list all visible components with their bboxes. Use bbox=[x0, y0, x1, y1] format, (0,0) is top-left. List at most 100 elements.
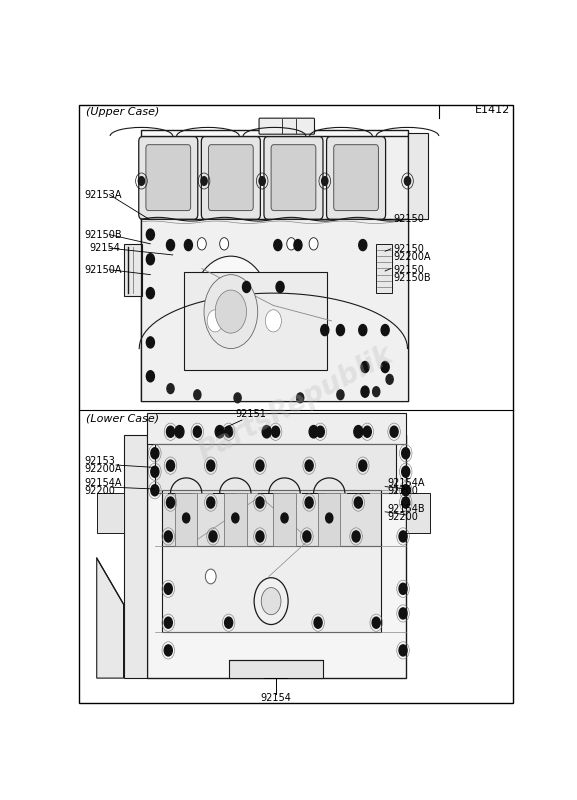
Bar bbox=[273, 494, 295, 546]
FancyBboxPatch shape bbox=[141, 136, 407, 219]
Circle shape bbox=[321, 177, 328, 186]
FancyBboxPatch shape bbox=[208, 145, 253, 210]
Circle shape bbox=[224, 617, 233, 628]
Circle shape bbox=[193, 426, 201, 438]
Circle shape bbox=[309, 238, 318, 250]
Circle shape bbox=[167, 239, 174, 250]
Circle shape bbox=[314, 617, 322, 628]
Text: 92150B: 92150B bbox=[85, 230, 122, 240]
Circle shape bbox=[354, 426, 363, 438]
Circle shape bbox=[207, 460, 215, 471]
FancyBboxPatch shape bbox=[147, 435, 406, 678]
Circle shape bbox=[262, 426, 271, 438]
Circle shape bbox=[361, 362, 369, 373]
Bar bbox=[97, 494, 123, 534]
Circle shape bbox=[164, 645, 173, 656]
Circle shape bbox=[305, 460, 313, 471]
Text: 92153A: 92153A bbox=[85, 190, 122, 199]
Circle shape bbox=[305, 497, 313, 508]
Circle shape bbox=[167, 426, 174, 438]
Circle shape bbox=[359, 239, 367, 250]
Circle shape bbox=[399, 645, 407, 656]
Circle shape bbox=[276, 282, 284, 293]
Circle shape bbox=[399, 583, 407, 594]
Circle shape bbox=[373, 386, 380, 397]
FancyBboxPatch shape bbox=[138, 137, 198, 219]
Circle shape bbox=[381, 325, 389, 336]
Circle shape bbox=[325, 513, 333, 523]
Circle shape bbox=[151, 466, 159, 478]
Circle shape bbox=[147, 229, 155, 240]
Text: 92154: 92154 bbox=[89, 243, 120, 253]
Circle shape bbox=[316, 426, 324, 438]
Text: 92150B: 92150B bbox=[393, 273, 431, 282]
FancyBboxPatch shape bbox=[259, 118, 314, 134]
Circle shape bbox=[167, 497, 174, 508]
Polygon shape bbox=[228, 660, 323, 678]
Text: 92200: 92200 bbox=[387, 486, 418, 496]
Circle shape bbox=[404, 177, 411, 186]
Text: 92154: 92154 bbox=[260, 694, 291, 703]
Circle shape bbox=[138, 177, 145, 186]
Circle shape bbox=[215, 290, 246, 333]
Circle shape bbox=[259, 177, 265, 186]
Text: 92151: 92151 bbox=[235, 409, 267, 418]
Text: 92154A: 92154A bbox=[387, 478, 425, 488]
Circle shape bbox=[207, 497, 215, 508]
Circle shape bbox=[336, 325, 344, 336]
Polygon shape bbox=[97, 558, 123, 678]
Circle shape bbox=[151, 485, 159, 496]
FancyBboxPatch shape bbox=[141, 130, 407, 401]
Circle shape bbox=[297, 393, 304, 402]
Circle shape bbox=[147, 337, 155, 348]
Circle shape bbox=[256, 460, 264, 471]
Circle shape bbox=[364, 426, 371, 438]
Circle shape bbox=[167, 460, 174, 471]
FancyBboxPatch shape bbox=[146, 145, 190, 210]
FancyBboxPatch shape bbox=[162, 542, 381, 632]
Circle shape bbox=[399, 531, 407, 542]
Circle shape bbox=[261, 587, 281, 614]
Circle shape bbox=[254, 578, 288, 625]
Circle shape bbox=[381, 362, 389, 373]
Circle shape bbox=[274, 239, 282, 250]
Text: 92153: 92153 bbox=[85, 456, 115, 466]
Bar bbox=[175, 494, 197, 546]
Text: (Lower Case): (Lower Case) bbox=[85, 414, 159, 423]
Circle shape bbox=[352, 531, 360, 542]
Circle shape bbox=[390, 426, 398, 438]
Polygon shape bbox=[123, 435, 147, 678]
Circle shape bbox=[185, 239, 192, 250]
Text: E1412: E1412 bbox=[475, 105, 511, 114]
Circle shape bbox=[309, 426, 318, 438]
Circle shape bbox=[372, 617, 380, 628]
FancyBboxPatch shape bbox=[264, 137, 323, 219]
Circle shape bbox=[294, 239, 302, 250]
Circle shape bbox=[197, 238, 207, 250]
Circle shape bbox=[147, 287, 155, 298]
FancyBboxPatch shape bbox=[162, 490, 381, 546]
Circle shape bbox=[207, 310, 223, 332]
Text: 92150: 92150 bbox=[393, 265, 424, 274]
Bar bbox=[224, 494, 246, 546]
Text: (Upper Case): (Upper Case) bbox=[85, 107, 159, 117]
Circle shape bbox=[359, 325, 367, 336]
Circle shape bbox=[164, 617, 173, 628]
Circle shape bbox=[321, 325, 329, 336]
Circle shape bbox=[147, 254, 155, 265]
Circle shape bbox=[287, 238, 296, 250]
Circle shape bbox=[175, 426, 184, 438]
Text: 92150A: 92150A bbox=[85, 265, 122, 274]
Circle shape bbox=[151, 448, 159, 459]
Circle shape bbox=[265, 310, 282, 332]
Circle shape bbox=[164, 531, 173, 542]
Circle shape bbox=[194, 390, 201, 400]
Text: 92200: 92200 bbox=[85, 486, 115, 496]
Circle shape bbox=[256, 531, 264, 542]
Text: 92150: 92150 bbox=[393, 244, 424, 254]
Bar bbox=[376, 244, 392, 293]
FancyBboxPatch shape bbox=[334, 145, 379, 210]
Circle shape bbox=[242, 282, 250, 293]
Bar bbox=[123, 244, 143, 296]
Circle shape bbox=[303, 531, 311, 542]
